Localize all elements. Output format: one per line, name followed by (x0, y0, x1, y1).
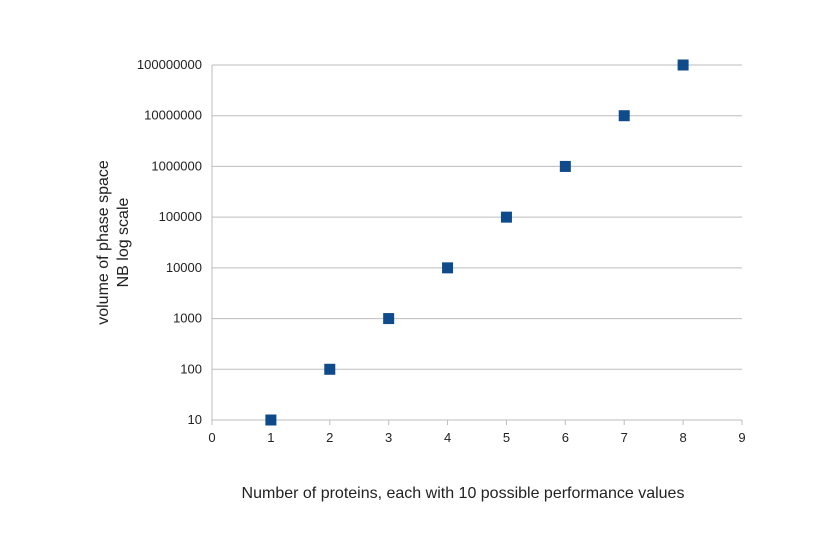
axes (211, 65, 743, 425)
x-tick-label-2: 2 (326, 430, 333, 445)
y-axis-title-line-1: volume of phase space (95, 160, 112, 325)
x-tick-label-1: 1 (267, 430, 274, 445)
y-tick-label-5: 1000000 (151, 158, 202, 173)
data-point-0-6 (618, 110, 630, 122)
x-tick-label-0: 0 (208, 430, 215, 445)
data-point-0-1 (324, 363, 336, 375)
y-axis-title-line-2: NB log scale (115, 197, 132, 287)
x-tick-label-4: 4 (444, 430, 451, 445)
data-point-0-3 (442, 262, 454, 274)
x-tick-label-9: 9 (738, 430, 745, 445)
y-tick-label-1: 100 (180, 361, 202, 376)
y-tick-label-4: 100000 (159, 209, 202, 224)
data-point-0-5 (559, 160, 571, 172)
x-tick-label-7: 7 (621, 430, 628, 445)
data-points (265, 59, 689, 426)
y-tick-label-6: 10000000 (144, 108, 202, 123)
y-tick-label-0: 10 (188, 412, 202, 427)
data-point-0-4 (500, 211, 512, 223)
x-tick-label-3: 3 (385, 430, 392, 445)
gridlines (212, 64, 742, 421)
x-tick-label-6: 6 (562, 430, 569, 445)
y-tick-label-3: 10000 (166, 260, 202, 275)
y-tick-label-7: 100000000 (137, 57, 202, 72)
x-tick-label-8: 8 (679, 430, 686, 445)
x-tick-label-5: 5 (503, 430, 510, 445)
data-point-0-0 (265, 414, 277, 426)
data-point-0-2 (383, 313, 395, 325)
x-tick-labels: 0 1 2 3 4 5 6 7 8 9 (208, 430, 745, 445)
y-tick-label-2: 1000 (173, 311, 202, 326)
data-point-0-7 (677, 59, 689, 71)
y-tick-labels: 10 100 1000 10000 100000 1000000 10000000 10000… (137, 57, 202, 427)
x-axis-title: Number of proteins, each with 10 possibl… (242, 485, 685, 502)
